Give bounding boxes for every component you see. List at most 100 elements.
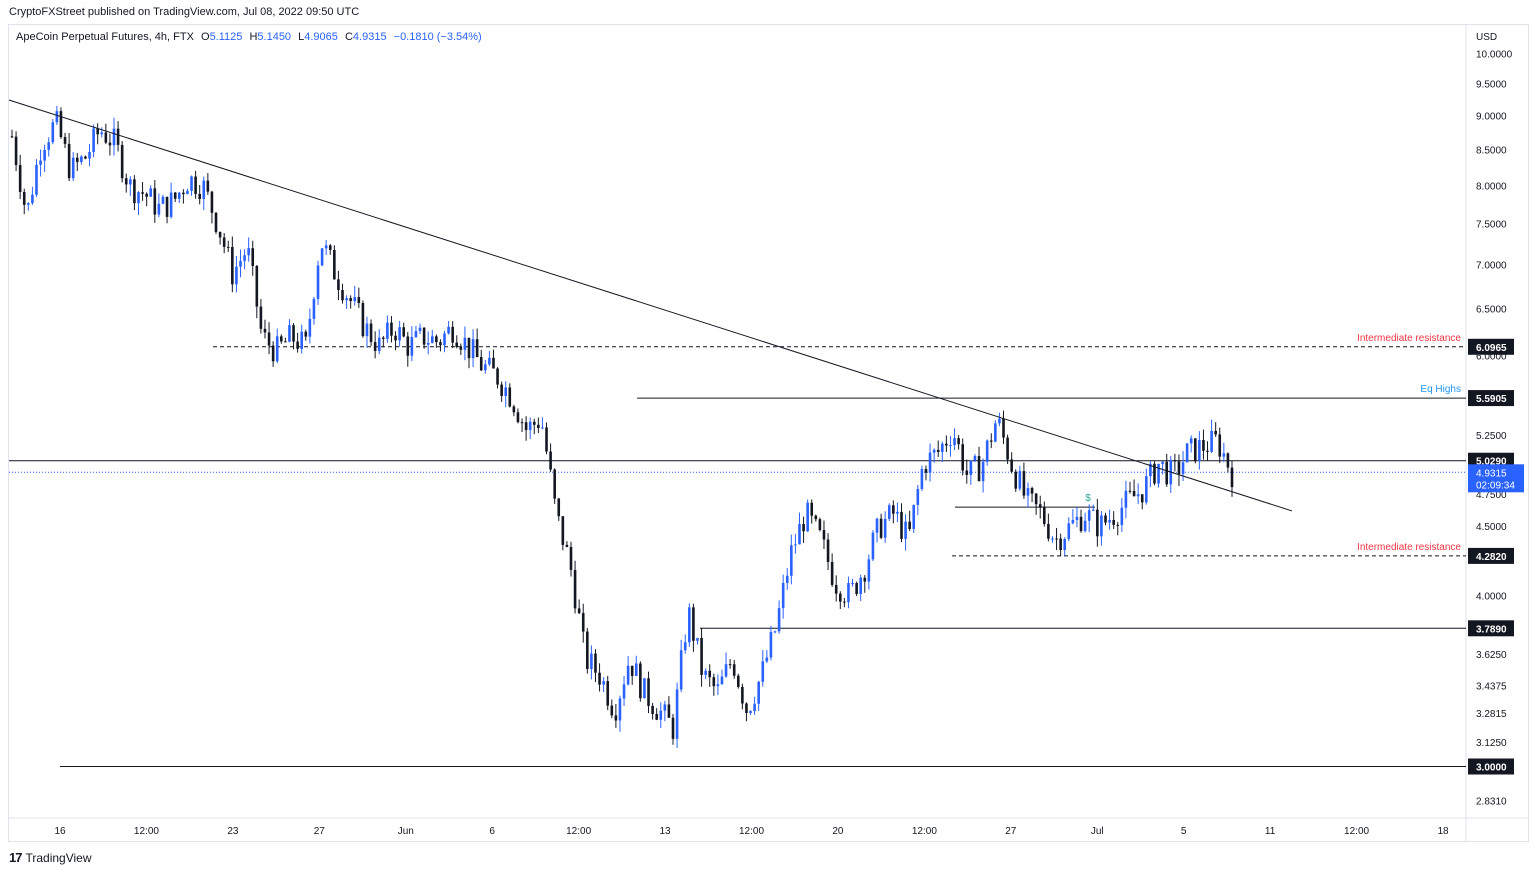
candle-body	[251, 248, 255, 266]
candle-body	[1104, 515, 1107, 523]
candle-body	[406, 336, 410, 356]
candle	[724, 652, 728, 678]
candle-body	[190, 176, 193, 191]
candle	[210, 190, 214, 224]
candle-body	[259, 306, 263, 329]
candle	[745, 702, 748, 722]
candle	[414, 325, 418, 339]
chart-frame[interactable]	[8, 24, 1529, 842]
candle-body	[14, 136, 18, 166]
candle-body	[235, 266, 238, 285]
candle	[512, 404, 516, 417]
candle-body	[467, 337, 471, 359]
level-price-badge: 6.0965	[1468, 338, 1514, 355]
level-badge-text: 5.0290	[1476, 457, 1507, 468]
candle-body	[422, 327, 426, 345]
candle-body	[626, 665, 630, 685]
candle	[92, 124, 95, 158]
candle	[369, 319, 373, 346]
candle	[577, 599, 581, 615]
candle-body	[1222, 453, 1226, 457]
candle-body	[231, 246, 234, 285]
candle-body	[390, 322, 393, 336]
candle-body	[814, 515, 818, 520]
candle-body	[822, 530, 826, 540]
candle-body	[271, 345, 275, 362]
candle-body	[712, 677, 716, 687]
time-tick-label: 13	[660, 826, 672, 837]
candle	[1087, 504, 1091, 533]
candle	[769, 625, 773, 661]
candle-body	[1218, 434, 1222, 457]
candle	[904, 514, 907, 551]
symbol-legend: ApeCoin Perpetual Futures, 4h, FTX O5.11…	[16, 31, 482, 43]
candle-body	[794, 544, 797, 546]
candle	[1185, 443, 1189, 463]
candle	[71, 152, 75, 181]
candle-body	[341, 290, 344, 301]
candle-body	[802, 524, 805, 532]
candle-body	[137, 192, 140, 204]
candle-body	[218, 231, 222, 238]
low-value: 4.9065	[304, 31, 338, 43]
candle-body	[1026, 488, 1030, 496]
candle-body	[357, 297, 361, 304]
candle	[1132, 479, 1136, 497]
tradingview-logo[interactable]: 17 TradingView	[9, 850, 92, 865]
candle	[553, 468, 556, 504]
candle	[218, 231, 222, 245]
candle	[141, 181, 144, 201]
candle-body	[108, 142, 112, 146]
trendlines	[8, 99, 1293, 512]
candle	[728, 658, 732, 669]
level-label: Intermediate resistance	[1357, 542, 1461, 553]
candle	[912, 504, 916, 534]
candle-body	[182, 192, 185, 195]
time-tick-label: Jul	[1091, 826, 1104, 837]
candle	[129, 176, 132, 196]
candle-body	[594, 653, 597, 673]
candle-body	[369, 323, 373, 343]
candle	[528, 417, 532, 439]
candle	[908, 510, 911, 532]
candle-body	[830, 561, 834, 585]
candle	[1218, 427, 1222, 464]
candle	[834, 575, 838, 602]
candle	[524, 416, 528, 441]
candle-body	[1091, 509, 1095, 511]
candle	[124, 173, 128, 193]
candle	[700, 628, 703, 687]
candle	[1140, 494, 1144, 510]
candle-body	[818, 519, 822, 531]
candle	[989, 433, 993, 449]
candle-body	[475, 339, 479, 358]
candle-body	[879, 518, 883, 538]
candle	[120, 141, 124, 183]
candle-countdown: 02:09:34	[1476, 480, 1515, 491]
candle-body	[577, 608, 581, 614]
candle	[696, 637, 699, 645]
candle	[961, 438, 965, 476]
level-price-badge: 4.2820	[1468, 547, 1514, 564]
candle-body	[516, 412, 520, 423]
candle-body	[365, 323, 369, 337]
candle	[14, 131, 18, 172]
candle-body	[435, 336, 438, 343]
candle-body	[553, 469, 556, 499]
candle	[1022, 462, 1026, 499]
level-price-badge: 3.0000	[1468, 758, 1514, 775]
candle-body	[1096, 509, 1099, 537]
candle	[504, 381, 508, 408]
candle	[96, 123, 99, 145]
candle	[516, 408, 520, 424]
high-value: 5.1450	[257, 31, 292, 43]
candle	[373, 331, 377, 359]
candle-body	[659, 710, 663, 720]
candle	[1116, 521, 1120, 536]
candle	[802, 516, 805, 543]
candle-body	[1173, 460, 1177, 462]
candle-body	[896, 511, 899, 514]
candle-body	[741, 686, 744, 704]
candle	[304, 329, 308, 341]
